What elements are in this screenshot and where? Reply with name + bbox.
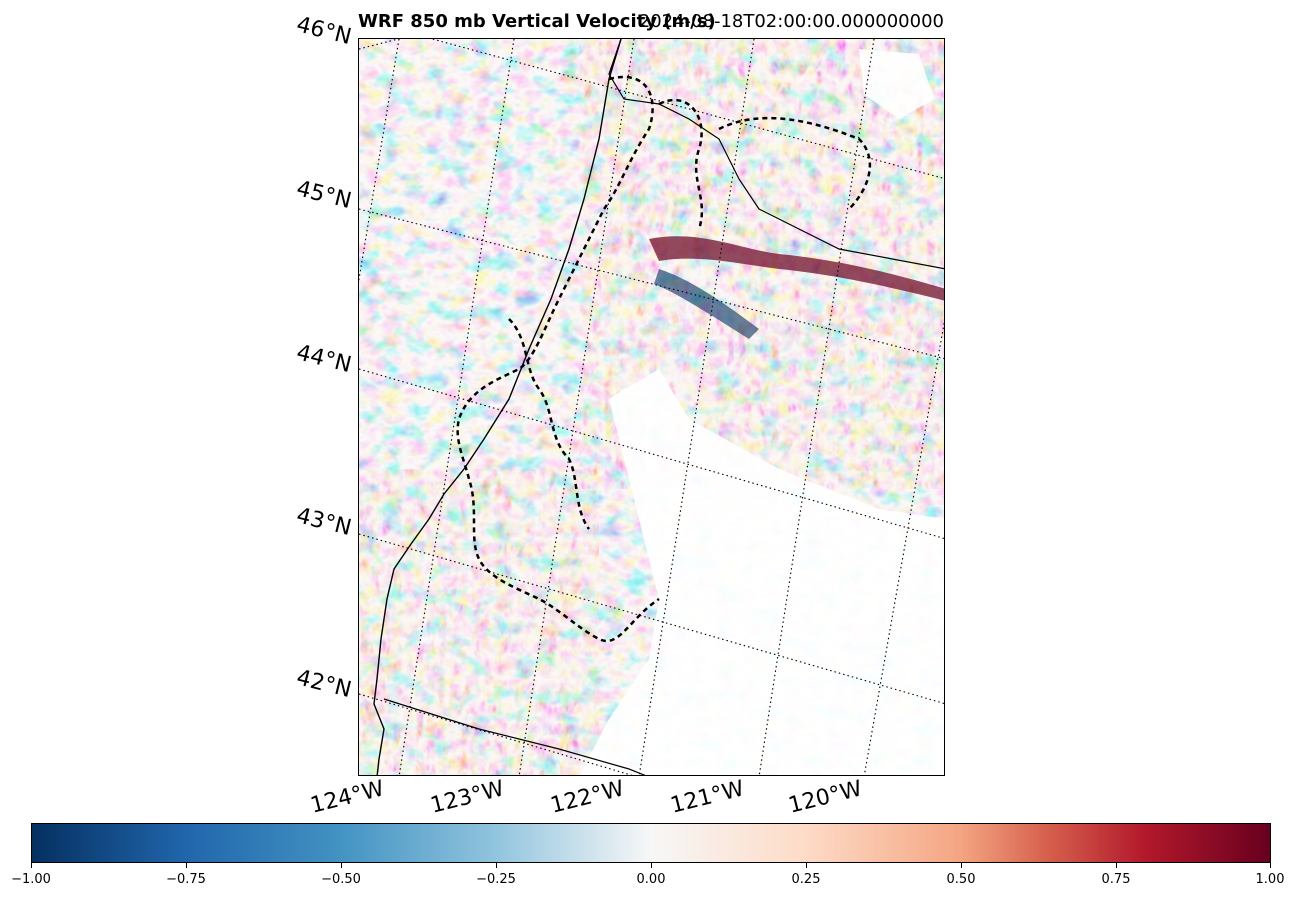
lat-label-45n: 45°N — [293, 176, 354, 215]
gorge-downdraft-band — [654, 269, 759, 339]
lon-label-124w: 124°W — [308, 776, 387, 819]
colorbar-label: −0.50 — [321, 872, 361, 887]
colorbar-tick — [496, 863, 497, 868]
coastline — [373, 39, 622, 775]
colorbar-tick — [961, 863, 962, 868]
lon-label-121w: 121°W — [668, 776, 747, 819]
plot-title: WRF 850 mb Vertical Velocity (m/s) — [358, 11, 716, 32]
colorbar — [31, 823, 1271, 863]
colorbar-label: −0.25 — [476, 872, 516, 887]
graticule — [359, 39, 944, 775]
colorbar-tick — [1116, 863, 1117, 868]
map-panel — [358, 38, 945, 776]
colorbar-tick — [186, 863, 187, 868]
colorbar-label-zero: 0.00 — [636, 872, 666, 887]
county-boundary-4 — [508, 318, 591, 530]
vertical-velocity-map — [359, 39, 944, 775]
lat-label-43n: 43°N — [293, 503, 354, 542]
colorbar-tick — [651, 863, 652, 868]
colorbar-label: −0.75 — [166, 872, 206, 887]
velocity-field-southwest — [359, 469, 599, 775]
colorbar-tick — [806, 863, 807, 868]
colorbar-label: 0.50 — [946, 872, 976, 887]
masked-terrain-southeast — [580, 369, 944, 775]
county-boundary-3 — [718, 116, 872, 210]
gorge-updraft-band — [649, 236, 944, 301]
valid-time: 2024-08-18T02:00:00.000000000 — [638, 11, 944, 32]
colorbar-tick — [31, 863, 32, 868]
colorbar-label-max: 1.00 — [1255, 872, 1285, 887]
lat-label-46n: 46°N — [293, 12, 354, 51]
colorbar-tick — [341, 863, 342, 868]
lon-label-120w: 120°W — [786, 776, 865, 819]
colorbar-tick — [1270, 863, 1271, 868]
lon-label-122w: 122°W — [548, 776, 627, 819]
masked-terrain-northeast — [859, 49, 934, 119]
colorbar-label: 0.75 — [1101, 872, 1131, 887]
colorbar-label: 0.25 — [791, 872, 821, 887]
lat-label-42n: 42°N — [293, 665, 354, 704]
lat-label-44n: 44°N — [293, 340, 354, 379]
county-boundary-1 — [456, 75, 660, 643]
state-border-north — [608, 39, 944, 270]
lon-label-123w: 123°W — [428, 776, 507, 819]
state-border-south — [383, 698, 646, 775]
colorbar-label-min: −1.00 — [11, 872, 51, 887]
